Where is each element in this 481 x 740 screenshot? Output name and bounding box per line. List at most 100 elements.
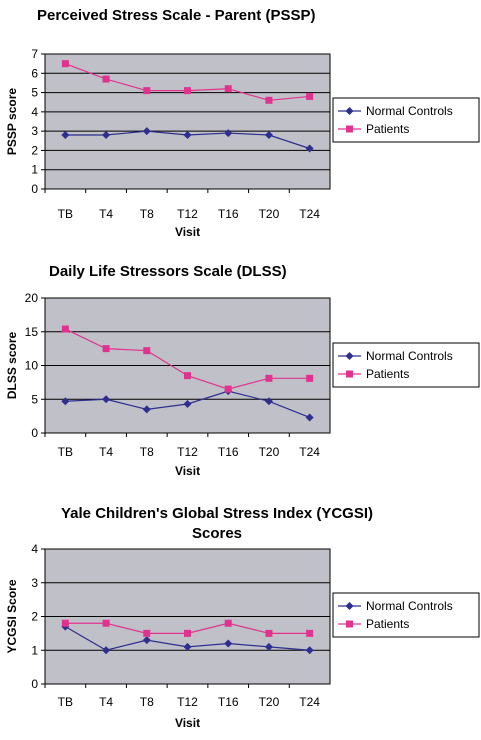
x-tick-label: T16 [218,207,239,221]
chart-title-line: Scores [192,525,242,542]
y-axis-label: YCGSI Score [5,579,19,653]
y-tick-label: 6 [31,66,38,80]
data-point [183,399,192,408]
legend-label: Normal Controls [366,349,453,363]
data-point [224,385,232,393]
x-axis-label: Visit [175,716,200,730]
y-axis-label: DLSS score [5,331,19,399]
legend-label: Patients [366,367,409,381]
legend-marker [346,125,353,133]
chart-dlss: Daily Life Stressors Scale (DLSS) 0 5 10 15 2… [5,263,480,478]
x-tick-label: T16 [218,695,239,709]
data-point [102,345,110,353]
data-point [142,636,151,645]
y-tick-label: 7 [31,47,38,61]
legend-label: Normal Controls [366,104,453,118]
data-point [102,131,111,139]
data-point [102,395,111,404]
legend-marker [346,620,353,628]
x-tick-label: T4 [99,695,113,709]
data-point [142,405,151,414]
plot-area [44,53,331,190]
x-tick-label: T20 [259,695,280,709]
chart-panel-ycgsi: Yale Children's Global Stress Index (YCG… [0,490,481,740]
data-point [184,372,191,380]
data-point [305,646,314,655]
y-tick-label: 5 [31,392,38,406]
data-point [264,397,273,406]
data-point [224,639,233,648]
legend-box [332,592,480,638]
x-tick-label: T24 [299,445,320,459]
data-point [306,629,314,637]
x-tick-label: T8 [140,207,154,221]
data-point [306,92,314,100]
data-point [61,60,69,68]
y-tick-label: 5 [31,86,38,100]
data-point [143,629,151,637]
chart-title-line: Yale Children's Global Stress Index (YCG… [61,505,373,522]
data-point [143,347,151,355]
x-tick-label: T24 [299,207,320,221]
data-point [102,75,110,83]
y-tick-label: 3 [31,576,38,590]
x-tick-label: TB [58,695,73,709]
legend-marker [345,107,354,115]
y-tick-label: 4 [31,105,38,119]
legend-marker [345,352,354,360]
chart-title-line: Perceived Stress Scale - Parent (PSSP) [37,7,315,24]
x-axis-label: Visit [175,225,200,239]
data-point [224,85,232,93]
data-point [183,642,192,651]
data-point [224,129,233,138]
data-point [224,619,232,627]
data-point [184,629,191,637]
x-tick-label: T12 [177,445,198,459]
legend-marker [346,370,353,378]
x-tick-label: T8 [140,445,154,459]
y-tick-label: 0 [31,182,38,196]
y-tick-label: 1 [31,163,38,177]
data-point [306,374,314,382]
y-tick-label: 0 [31,426,38,440]
data-point [61,397,70,406]
x-tick-label: T4 [99,207,113,221]
data-point [102,619,110,627]
y-tick-label: 3 [31,124,38,138]
x-tick-label: T4 [99,445,113,459]
chart-pssp: Perceived Stress Scale - Parent (PSSP) 0 1… [5,7,480,239]
x-tick-label: TB [58,445,73,459]
data-point [61,619,69,627]
data-point [61,325,69,333]
x-tick-label: T20 [259,207,280,221]
legend-box [332,342,480,388]
legend-marker [345,602,354,610]
y-tick-label: 4 [31,542,38,556]
data-point [61,131,70,139]
x-tick-label: T16 [218,445,239,459]
data-point [305,144,314,153]
x-tick-label: T24 [299,695,320,709]
x-tick-label: T8 [140,695,154,709]
legend-box [332,97,480,143]
legend-label: Patients [366,122,409,136]
x-tick-label: T12 [177,695,198,709]
data-point [184,87,191,95]
data-point [265,374,273,382]
data-point [142,127,151,136]
x-tick-label: T20 [259,445,280,459]
data-point [183,131,192,139]
y-tick-label: 0 [31,677,38,691]
legend-label: Patients [366,617,409,631]
y-tick-label: 2 [31,143,38,157]
chart-panel-dlss: Daily Life Stressors Scale (DLSS) 0 5 10 15 2… [0,245,481,490]
data-point [265,96,273,104]
data-point [102,646,111,655]
data-point [143,87,151,95]
x-tick-label: T12 [177,207,198,221]
data-point [305,413,314,422]
data-point [265,629,273,637]
chart-panel-pssp: Perceived Stress Scale - Parent (PSSP) 0 1… [0,0,481,245]
y-axis-label: PSSP score [5,88,19,155]
x-axis-label: Visit [175,464,200,478]
